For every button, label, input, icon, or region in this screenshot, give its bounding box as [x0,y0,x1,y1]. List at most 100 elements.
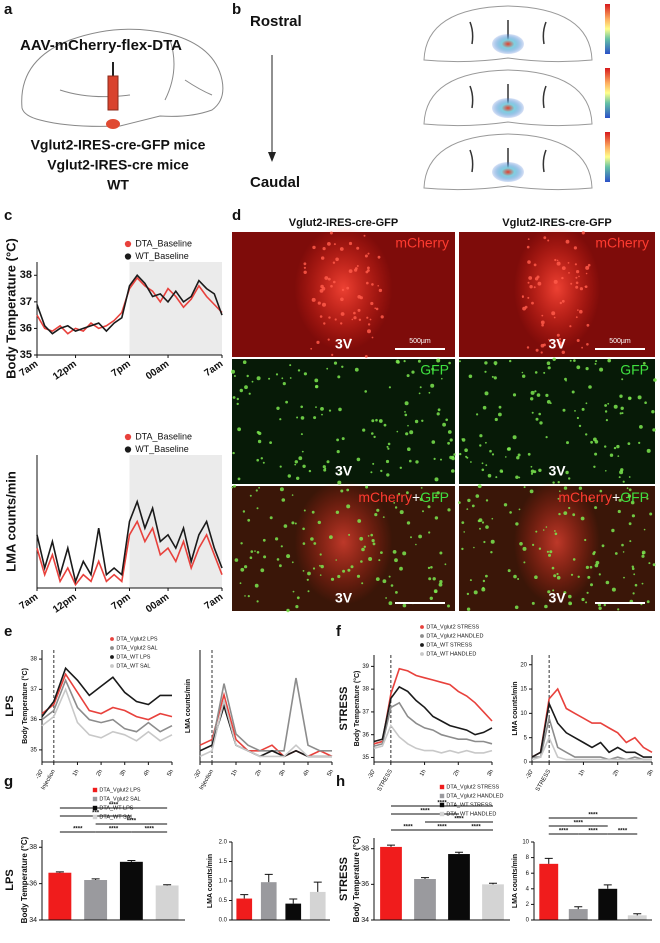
gfp-cell [275,373,279,376]
gfp-cell [551,566,555,570]
gfp-cell [361,582,364,585]
mcherry-cell [541,323,544,327]
gfp-cell [545,393,549,397]
gfp-cell [242,360,247,365]
gfp-cell [311,510,315,514]
x-tick-label: 7am [18,592,41,613]
gfp-cell [552,589,555,592]
y-tick-label: 1.5 [219,859,228,865]
panel-label: b [232,1,241,18]
gfp-cell [485,574,488,578]
gfp-cell [372,462,375,465]
landmark-label: 3V [335,590,353,606]
gfp-cell [616,444,620,449]
significance-label: **** [559,829,569,835]
gfp-cell [601,544,605,548]
gfp-cell [360,560,363,563]
gfp-cell [627,442,631,445]
mcherry-cell [333,280,336,284]
gfp-cell [479,444,482,447]
gfp-cell [546,550,550,553]
mcherry-cell [366,281,369,285]
gfp-cell [466,592,470,596]
mcherry-cell [334,318,337,321]
x-tick-label: 1h [578,769,587,778]
mcherry-signal [513,479,601,605]
gfp-cell [603,603,606,607]
gfp-cell [571,390,575,394]
gfp-cell [447,441,450,445]
mcherry-cell [367,266,370,270]
mcherry-cell [332,261,336,264]
gfp-cell [535,417,539,421]
gfp-cell [584,538,587,542]
gfp-cell [578,486,583,490]
gfp-cell [580,516,585,521]
mcherry-cell [527,296,530,299]
gfp-cell [427,505,431,509]
gfp-cell [449,438,453,442]
gfp-cell [367,535,370,537]
gfp-cell [493,361,498,365]
series-line [36,499,223,585]
gfp-cell [476,413,479,416]
gfp-cell [296,416,299,419]
gfp-cell [484,361,488,365]
gfp-cell [386,473,390,477]
gfp-cell [534,371,538,374]
gfp-cell [240,542,243,545]
error-bar [603,884,612,889]
legend-label: DTA_Vglut2 HANDLED [446,793,503,799]
gfp-cell [236,402,239,406]
gfp-cell [453,453,456,456]
gfp-cell [286,608,290,613]
gfp-cell [559,490,561,493]
mcherry-cell [579,287,584,291]
gfp-cell [498,405,502,409]
gfp-cell [307,590,310,593]
axis-end-label: Rostral [250,13,302,30]
gfp-cell [260,457,263,460]
gfp-cell [434,590,438,593]
mcherry-cell [367,252,370,255]
mcherry-cell [363,234,366,237]
gfp-cell [556,575,561,580]
x-tick-label: 3h [647,769,656,778]
gfp-cell [514,605,519,610]
mcherry-cell [351,318,354,321]
gfp-cell [434,516,439,520]
gfp-cell [356,457,361,462]
gfp-cell [276,406,280,410]
mcherry-cell [312,245,316,250]
gfp-cell [469,579,472,582]
y-axis-label: Body Temperature (°C) [353,671,361,747]
gfp-cell [399,466,402,469]
gfp-cell [320,407,324,411]
legend-marker [124,433,132,441]
gfp-cell [303,372,307,376]
gfp-cell [419,386,422,389]
scale-bar-label: 500µm [609,338,631,345]
gfp-cell [418,392,421,395]
gfp-cell [445,418,449,422]
x-tick-label: 1h [72,769,81,778]
x-tick-label: 4h [303,769,312,778]
gfp-cell [357,519,362,523]
gfp-cell [518,476,521,479]
gfp-cell [361,547,365,552]
error-bar [55,871,64,873]
legend-label: DTA_WT SAL [99,814,133,820]
gfp-cell [590,440,593,444]
gfp-cell [473,590,478,595]
gfp-cell [466,456,469,459]
mcherry-cell [340,312,345,316]
gfp-cell [522,374,526,378]
gfp-cell [463,531,466,533]
channel-label: mCherry [595,235,649,251]
gfp-cell [439,580,443,584]
gfp-cell [317,520,321,525]
gfp-cell [637,395,642,400]
gfp-cell [585,367,589,371]
gfp-cell [572,558,576,561]
legend-swatch [92,787,98,793]
